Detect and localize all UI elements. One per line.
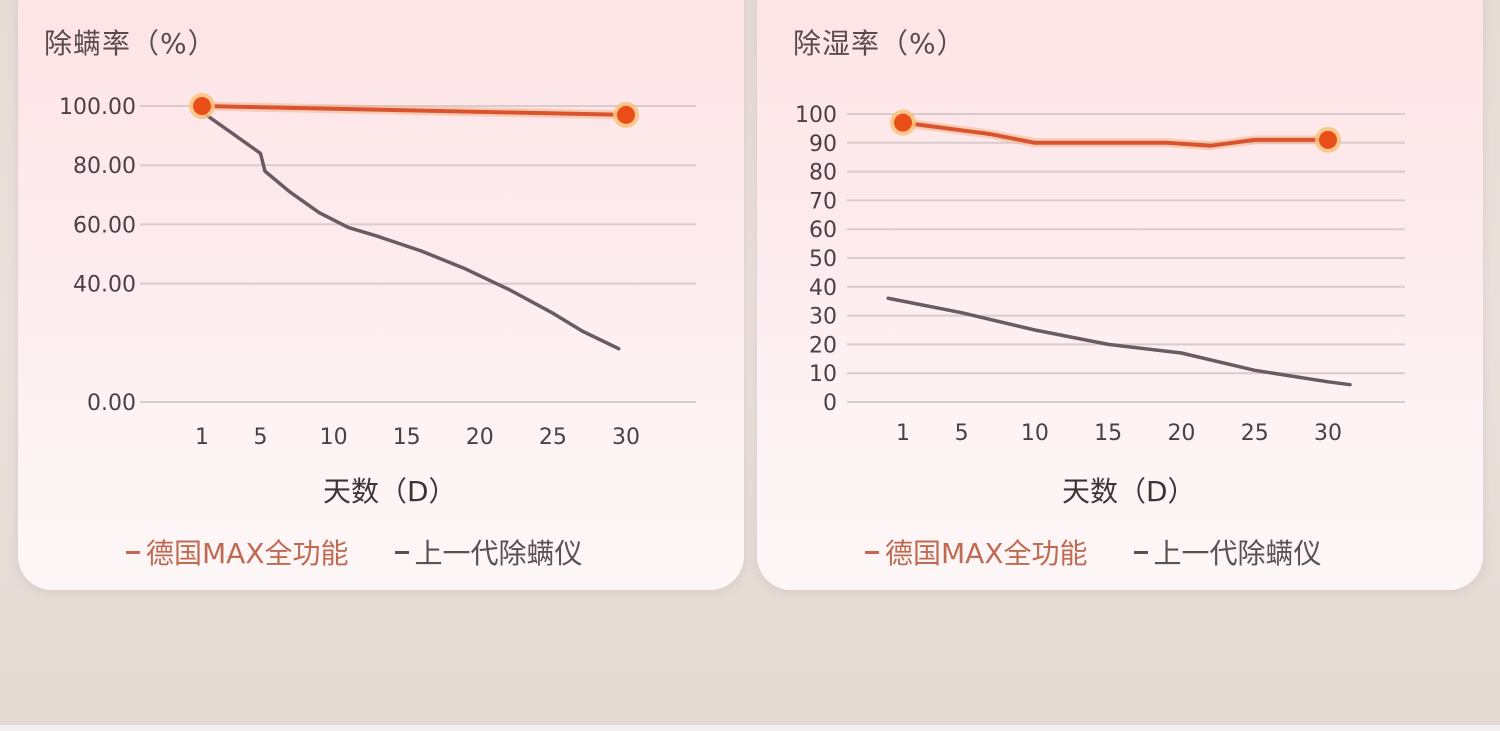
series-line-max <box>200 104 628 117</box>
x-tick-label: 1 <box>896 421 910 446</box>
data-point <box>193 97 211 115</box>
legend-label: 上一代除螨仪 <box>414 537 583 570</box>
chart-title: 除湿率（%） <box>793 27 966 60</box>
series-line-previous <box>886 296 1352 387</box>
series-line-max <box>901 120 1330 148</box>
chart-title: 除螨率（%） <box>44 27 217 60</box>
legend-label: 德国MAX全功能 <box>885 537 1088 570</box>
y-tick-label: 60.00 <box>73 213 136 238</box>
x-tick-label: 20 <box>1167 421 1195 446</box>
x-tick-label: 15 <box>1094 421 1122 446</box>
legend-swatch <box>394 550 409 554</box>
legend-swatch <box>1133 550 1148 554</box>
legend: 德国MAX全功能 上一代除螨仪 <box>126 532 583 572</box>
y-tick-label: 10 <box>809 362 837 387</box>
chart-card-dehumidify: 0 10 20 30 40 50 60 70 80 90 100 1 5 10 15 20 25 30 除湿率（%… <box>757 0 1483 590</box>
y-tick-label: 0 <box>823 391 837 416</box>
legend-item-previous: 上一代除螨仪 <box>1133 532 1322 572</box>
legend-item-max: 德国MAX全功能 <box>865 532 1088 572</box>
x-tick-label: 10 <box>320 425 348 450</box>
x-tick-label: 30 <box>612 425 640 450</box>
x-tick-label: 25 <box>539 425 567 450</box>
x-axis-label: 天数（D） <box>1062 475 1196 508</box>
x-tick-label: 10 <box>1021 421 1049 446</box>
x-tick-label: 5 <box>955 421 969 446</box>
y-tick-label: 40 <box>809 276 837 301</box>
x-tick-label: 1 <box>195 425 209 450</box>
legend-item-max: 德国MAX全功能 <box>126 532 349 572</box>
y-tick-label: 50 <box>809 247 837 272</box>
legend-label: 德国MAX全功能 <box>146 537 349 570</box>
x-tick-label: 5 <box>253 425 267 450</box>
x-axis-label: 天数（D） <box>323 475 457 508</box>
series-line-previous <box>200 110 621 351</box>
legend-swatch <box>865 550 879 554</box>
x-tick-label: 30 <box>1314 421 1342 446</box>
y-tick-label: 80.00 <box>73 154 136 179</box>
data-point <box>1319 130 1337 149</box>
legend: 德国MAX全功能 上一代除螨仪 <box>865 532 1322 572</box>
legend-swatch <box>126 550 140 554</box>
y-tick-label: 90 <box>809 132 837 157</box>
x-tick-label: 20 <box>466 425 494 450</box>
chart-card-mite-removal: 0.00 40.00 60.00 80.00 100.00 1 5 10 15 20 25 30 除螨… <box>18 0 744 590</box>
y-tick-label: 70 <box>809 189 837 214</box>
x-tick-label: 25 <box>1241 421 1269 446</box>
legend-label: 上一代除螨仪 <box>1153 537 1322 570</box>
y-tick-label: 30 <box>809 305 837 330</box>
data-point <box>617 105 635 124</box>
y-tick-label: 0.00 <box>87 391 136 416</box>
y-tick-label: 20 <box>809 333 837 358</box>
bottom-strip <box>0 725 1500 731</box>
legend-item-previous: 上一代除螨仪 <box>394 532 583 572</box>
data-point <box>894 113 912 132</box>
y-tick-label: 40.00 <box>73 273 136 298</box>
y-tick-label: 80 <box>809 161 837 186</box>
y-tick-label: 60 <box>809 218 837 243</box>
x-tick-label: 15 <box>393 425 421 450</box>
y-tick-label: 100.00 <box>59 95 136 120</box>
y-tick-label: 100 <box>795 103 837 128</box>
